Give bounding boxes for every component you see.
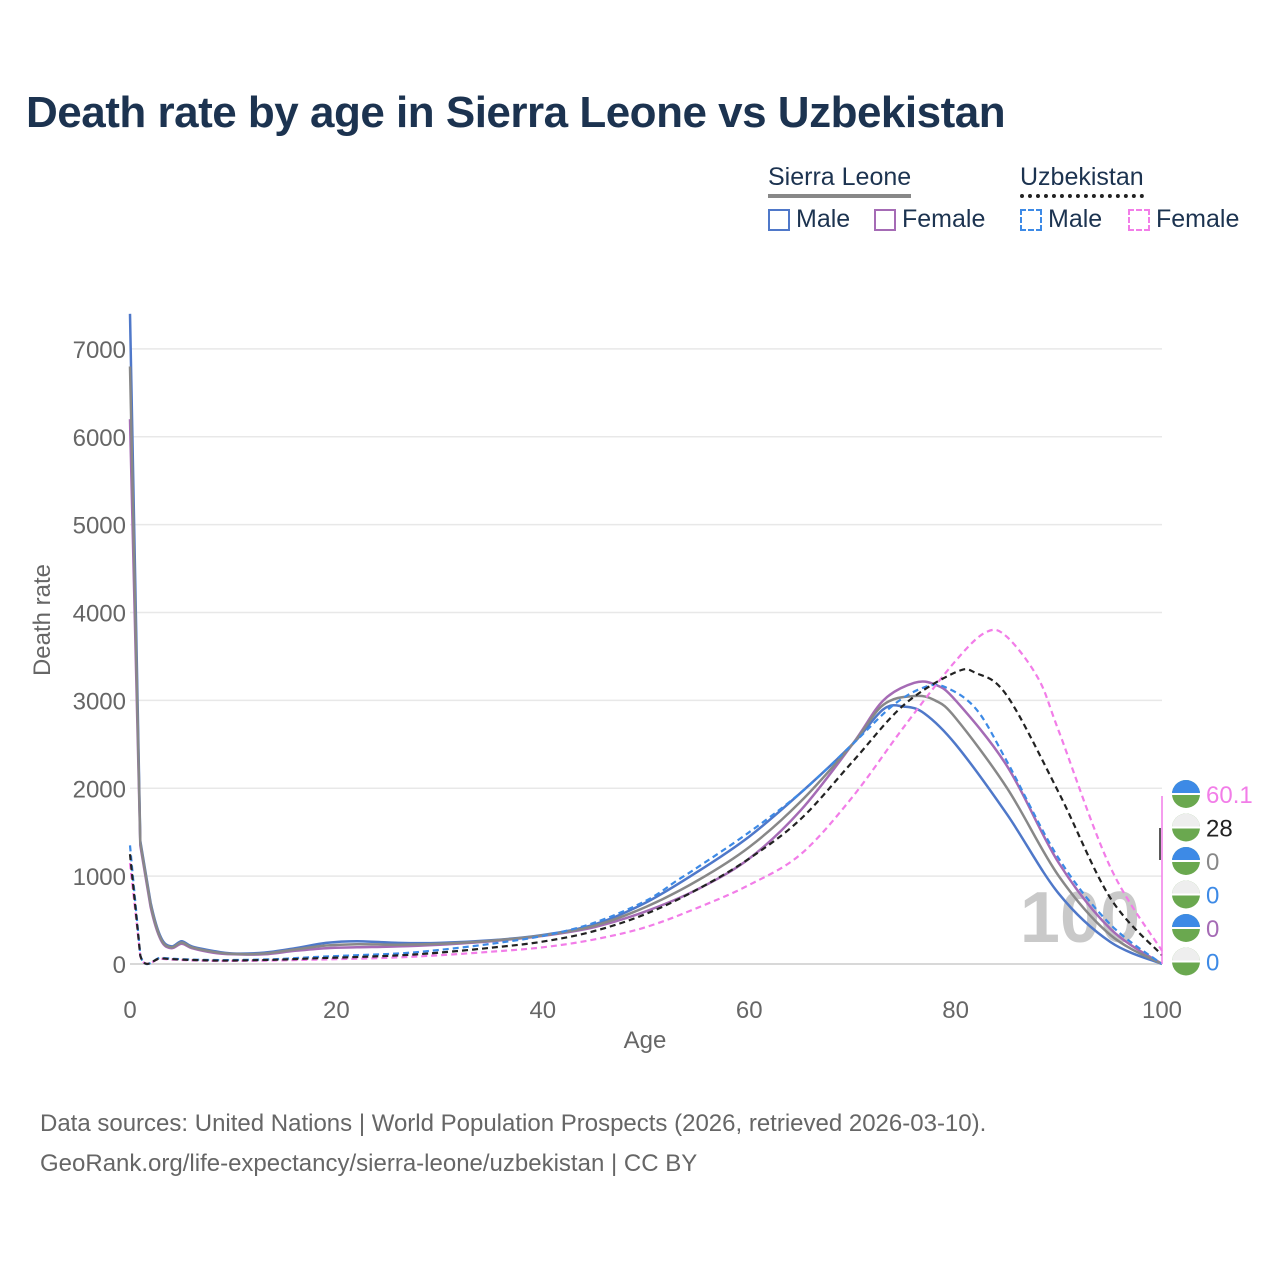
flag-icon-top (1172, 914, 1200, 928)
y-tick-label: 4000 (73, 601, 126, 628)
end-label: 0 (1172, 880, 1219, 910)
legend-item-uzbekistan-male[interactable]: Male (1020, 205, 1102, 234)
end-label: 0 (1172, 914, 1219, 943)
end-label-value: 0 (1206, 950, 1219, 977)
series-line-sierra-leone-total (128, 366, 1163, 966)
y-tick-labels: 0 1000 2000 3000 4000 5000 6000 7000 (73, 337, 126, 979)
end-label-value: 0 (1206, 883, 1219, 910)
flag-icon-top (1172, 813, 1200, 828)
x-tick-label: 20 (323, 997, 350, 1024)
series-line-uzbekistan-male (128, 683, 1163, 966)
flag-icon-top (1172, 780, 1200, 794)
legend-group-label: Uzbekistan (1020, 163, 1144, 191)
legend-swatch (768, 208, 790, 231)
end-label: 60.1 (1172, 780, 1253, 809)
y-tick-label: 0 (113, 952, 126, 979)
end-label: 0 (1172, 947, 1219, 977)
flag-icon-top (1172, 880, 1200, 895)
x-tick-label: 60 (736, 997, 763, 1024)
flag-icon-top (1172, 947, 1200, 962)
end-label-value: 60.1 (1206, 782, 1253, 809)
legend-group-sierra-leone[interactable]: Sierra Leone (768, 163, 912, 198)
end-label-value: 0 (1206, 916, 1219, 943)
legend-swatch (874, 208, 896, 231)
x-tick-label: 0 (123, 997, 136, 1024)
y-tick-label: 7000 (73, 337, 126, 364)
source-line-1: Data sources: United Nations | World Pop… (40, 1110, 987, 1137)
legend-item-label: Female (1156, 205, 1240, 233)
series-line-uzbekistan-total (128, 668, 1163, 966)
legend-group-line (768, 194, 912, 198)
end-label-value: 0 (1206, 849, 1219, 876)
x-tick-label: 80 (942, 997, 969, 1024)
end-label-value: 28 (1206, 816, 1233, 843)
x-tick-label: 40 (529, 997, 556, 1024)
series-line-sierra-leone-female (128, 419, 1163, 966)
gridlines (130, 348, 1162, 965)
source-line-2: GeoRank.org/life-expectancy/sierra-leone… (40, 1150, 698, 1177)
y-tick-label: 6000 (73, 425, 126, 452)
x-tick-label: 100 (1142, 997, 1182, 1024)
end-label: 28 (1172, 813, 1233, 843)
x-tick-labels: 0 20 40 60 80 100 (123, 997, 1182, 1024)
flag-icon-top (1172, 847, 1200, 861)
legend-item-sierra-leone-male[interactable]: Male (768, 205, 850, 234)
series-line-sierra-leone-male (128, 313, 1163, 966)
y-tick-label: 1000 (73, 864, 126, 891)
legend-item-sierra-leone-female[interactable]: Female (874, 205, 985, 234)
legend-group-line (1020, 194, 1144, 198)
end-label: 0 (1172, 847, 1219, 876)
legend-swatch (1128, 208, 1150, 231)
y-axis-label: Death rate (29, 564, 56, 676)
y-tick-label: 2000 (73, 776, 126, 803)
legend-item-uzbekistan-female[interactable]: Female (1128, 205, 1239, 234)
series-line-uzbekistan-female (128, 628, 1163, 965)
chart-title: Death rate by age in Sierra Leone vs Uzb… (26, 88, 1006, 137)
y-tick-label: 3000 (73, 688, 126, 715)
legend-swatch (1020, 208, 1042, 231)
legend-item-label: Female (902, 205, 986, 233)
end-labels: 60.1 28 0 0 0 0 (1159, 780, 1253, 977)
legend-item-label: Male (796, 205, 851, 233)
x-axis-label: Age (624, 1027, 667, 1054)
series-lines (128, 313, 1163, 966)
legend-group-uzbekistan[interactable]: Uzbekistan (1020, 163, 1144, 198)
legend-group-label: Sierra Leone (768, 163, 912, 191)
legend-item-label: Male (1048, 205, 1103, 233)
y-tick-label: 5000 (73, 513, 126, 540)
